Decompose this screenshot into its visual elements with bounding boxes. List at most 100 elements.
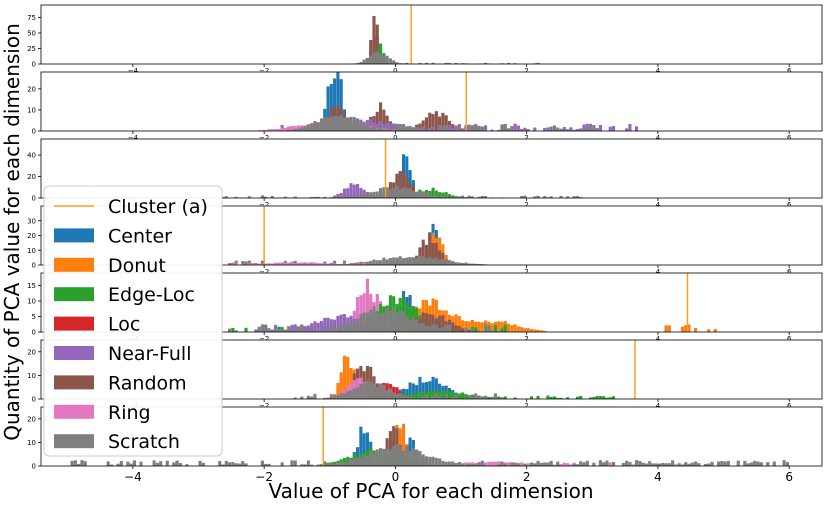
panel-frame (40, 339, 823, 400)
x-tick-label: −2 (259, 67, 269, 75)
y-tick-label: 10 (27, 297, 36, 305)
histogram-bar (694, 461, 698, 466)
histogram-bar (339, 459, 343, 466)
histogram-bar (349, 390, 353, 399)
histogram-bar (598, 460, 602, 466)
histogram-bar (349, 116, 353, 131)
y-tick-label: 40 (27, 152, 36, 160)
histogram-bar (634, 126, 639, 131)
histogram-bar (746, 463, 750, 466)
x-tick-label: −4 (128, 67, 139, 75)
series-scratch (293, 380, 504, 399)
histogram-bar (680, 326, 685, 332)
histogram-bar (392, 308, 396, 332)
histogram-bar (503, 396, 507, 399)
x-tick-label: 0 (393, 335, 397, 343)
histogram-bar (431, 324, 435, 332)
histogram-bar (329, 116, 333, 131)
histogram-bar (411, 397, 415, 399)
y-tick-label: 75 (27, 14, 36, 22)
histogram-bar (339, 114, 343, 131)
histogram-bar (408, 394, 412, 399)
histogram-bar (431, 62, 435, 64)
histogram-bar (444, 393, 448, 399)
histogram-bar (277, 329, 281, 332)
histogram-bar (372, 453, 376, 466)
histogram-bar (493, 393, 497, 399)
histogram-bar (356, 387, 360, 399)
histogram-bar (369, 119, 373, 131)
legend-label: Edge-Loc (108, 284, 195, 306)
histogram-bar (388, 431, 392, 466)
histogram-bar (464, 262, 468, 265)
histogram-bar (470, 263, 474, 265)
histogram-bar (438, 196, 442, 198)
histogram-bar (539, 462, 543, 466)
histogram-bar (352, 457, 356, 466)
histogram-bar (329, 83, 333, 131)
histogram-bar (310, 464, 314, 466)
histogram-bar (395, 312, 399, 332)
histogram-bar (589, 397, 593, 399)
histogram-bar (408, 397, 412, 399)
histogram-bar (441, 258, 445, 265)
histogram-bar (172, 462, 176, 466)
histogram-bar (592, 127, 596, 131)
series-scratch (228, 306, 494, 332)
histogram-bar (375, 51, 379, 64)
y-tick-label: 20 (27, 415, 36, 423)
histogram-bar (566, 463, 570, 466)
histogram-bar (438, 192, 442, 198)
histogram-bar (572, 129, 576, 131)
histogram-bar (611, 461, 616, 466)
histogram-bar (388, 310, 392, 332)
histogram-bar (664, 463, 668, 466)
histogram-bar (352, 262, 356, 265)
histogram-bar (523, 127, 527, 131)
histogram-bar (687, 324, 691, 332)
histogram-bar (401, 124, 406, 131)
histogram-bar (484, 395, 488, 399)
histogram-bar (365, 193, 369, 198)
histogram-bar (638, 460, 642, 466)
histogram-bar (782, 460, 786, 466)
histogram-bar (513, 462, 517, 466)
histogram-bar (398, 446, 402, 466)
histogram-bar (349, 183, 353, 198)
histogram-bar (611, 126, 616, 131)
histogram-bar (506, 128, 511, 131)
histogram-bar (349, 196, 353, 198)
histogram-bar (395, 185, 399, 198)
histogram-bar (441, 460, 445, 466)
histogram-bar (339, 314, 343, 332)
x-tick-label: −4 (124, 470, 142, 484)
histogram-bar (536, 62, 540, 64)
histogram-bar (287, 126, 291, 131)
legend-patch-swatch (54, 375, 94, 390)
histogram-bar (300, 127, 304, 131)
histogram-bar (300, 396, 304, 399)
histogram-bar (333, 116, 337, 131)
histogram-bar (602, 396, 606, 399)
histogram-bar (339, 462, 343, 466)
histogram-bar (313, 121, 317, 131)
histogram-bar (336, 327, 340, 332)
histogram-bar (129, 463, 133, 466)
histogram-bar (346, 461, 350, 466)
histogram-bar (477, 196, 481, 198)
histogram-bar (477, 395, 481, 399)
histogram-bar (493, 461, 497, 466)
histogram-bar (424, 456, 429, 466)
x-tick-label: 4 (656, 67, 661, 75)
histogram-bar (247, 260, 251, 265)
histogram-bar (283, 196, 287, 198)
histogram-bar (566, 129, 570, 131)
legend: Cluster (a) Center Donut Edge-Loc Loc Near-Fu… (43, 185, 223, 457)
histogram-bar (401, 171, 406, 198)
histogram-bar (418, 451, 422, 466)
histogram-bar (461, 328, 465, 332)
histogram-bar (569, 464, 573, 466)
histogram-bar (293, 324, 297, 332)
histogram-bar (526, 328, 530, 332)
histogram-bar (428, 191, 432, 198)
